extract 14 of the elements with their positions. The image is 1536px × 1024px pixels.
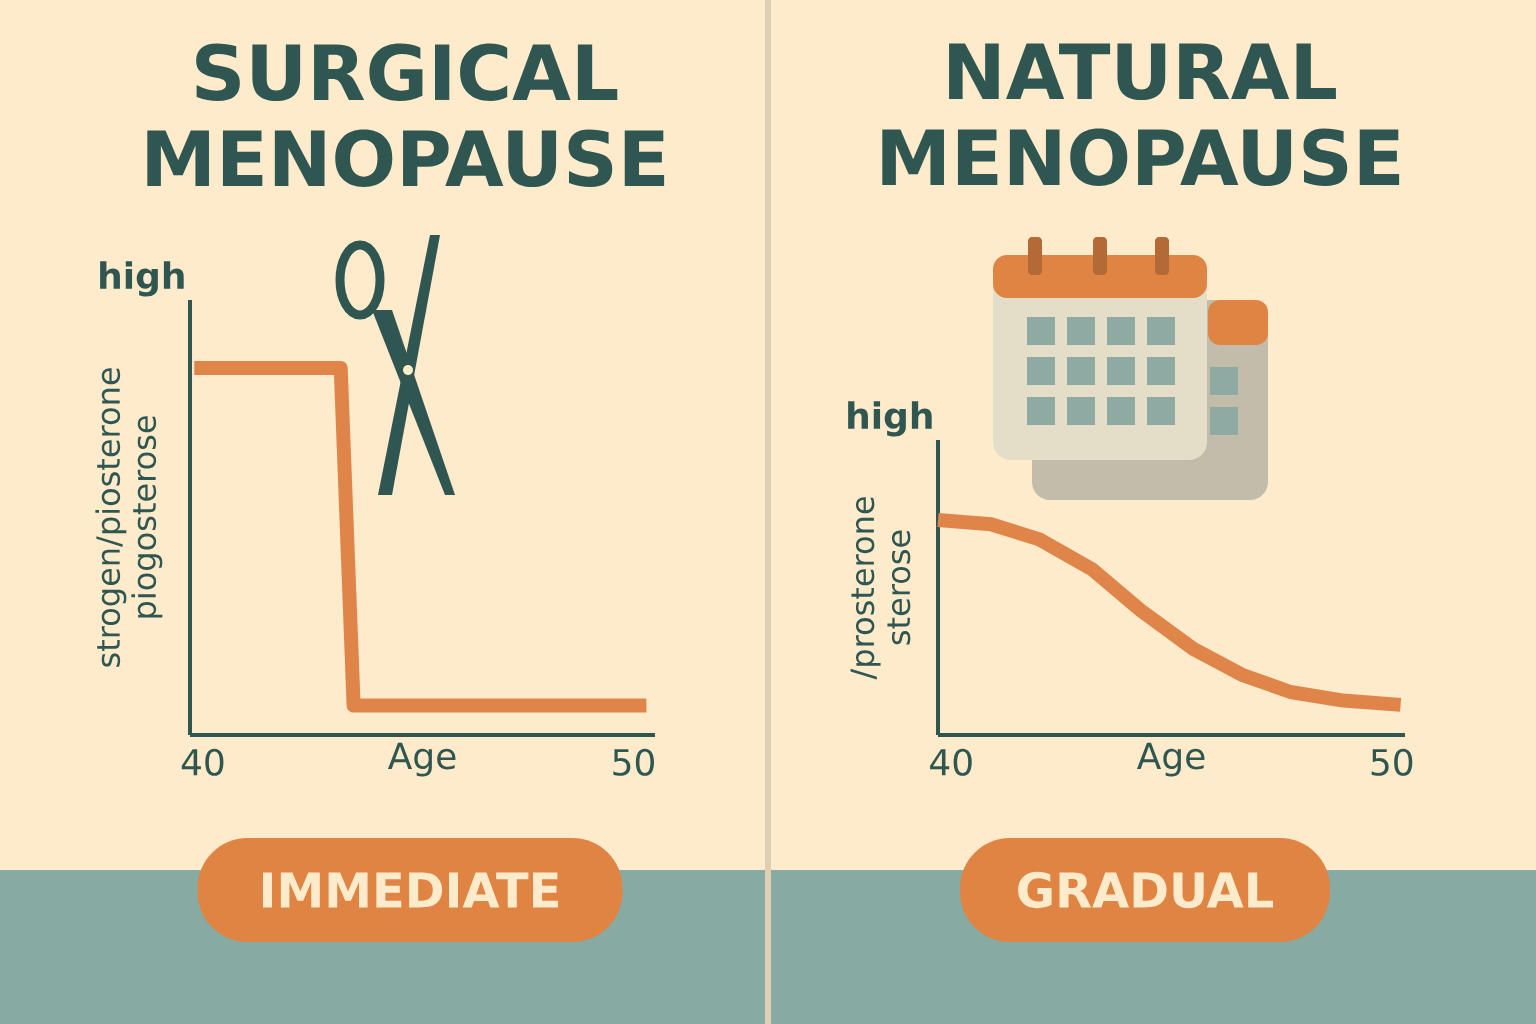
x-tick-label: 50: [1371, 748, 1413, 776]
y-axis-title: /prosterone sterose: [850, 497, 911, 680]
x-axis-title: Age: [1136, 742, 1205, 777]
x-tick-label: 40: [930, 748, 972, 776]
x-axis-title: Age: [387, 742, 456, 777]
text: high: [100, 261, 184, 297]
y-axis-title: strogen/piosterone piogosterose: [95, 368, 163, 667]
x-tick-label: 40: [181, 748, 224, 776]
text: high: [848, 401, 932, 437]
x-tick-label: 50: [613, 748, 654, 776]
text: IMMEDIATE: [263, 872, 558, 908]
chart-title: SURGICAL MENOPAUSE: [147, 43, 665, 187]
chart-title: NATURAL MENOPAUSE: [882, 43, 1400, 186]
text: GRADUAL: [1018, 871, 1274, 909]
